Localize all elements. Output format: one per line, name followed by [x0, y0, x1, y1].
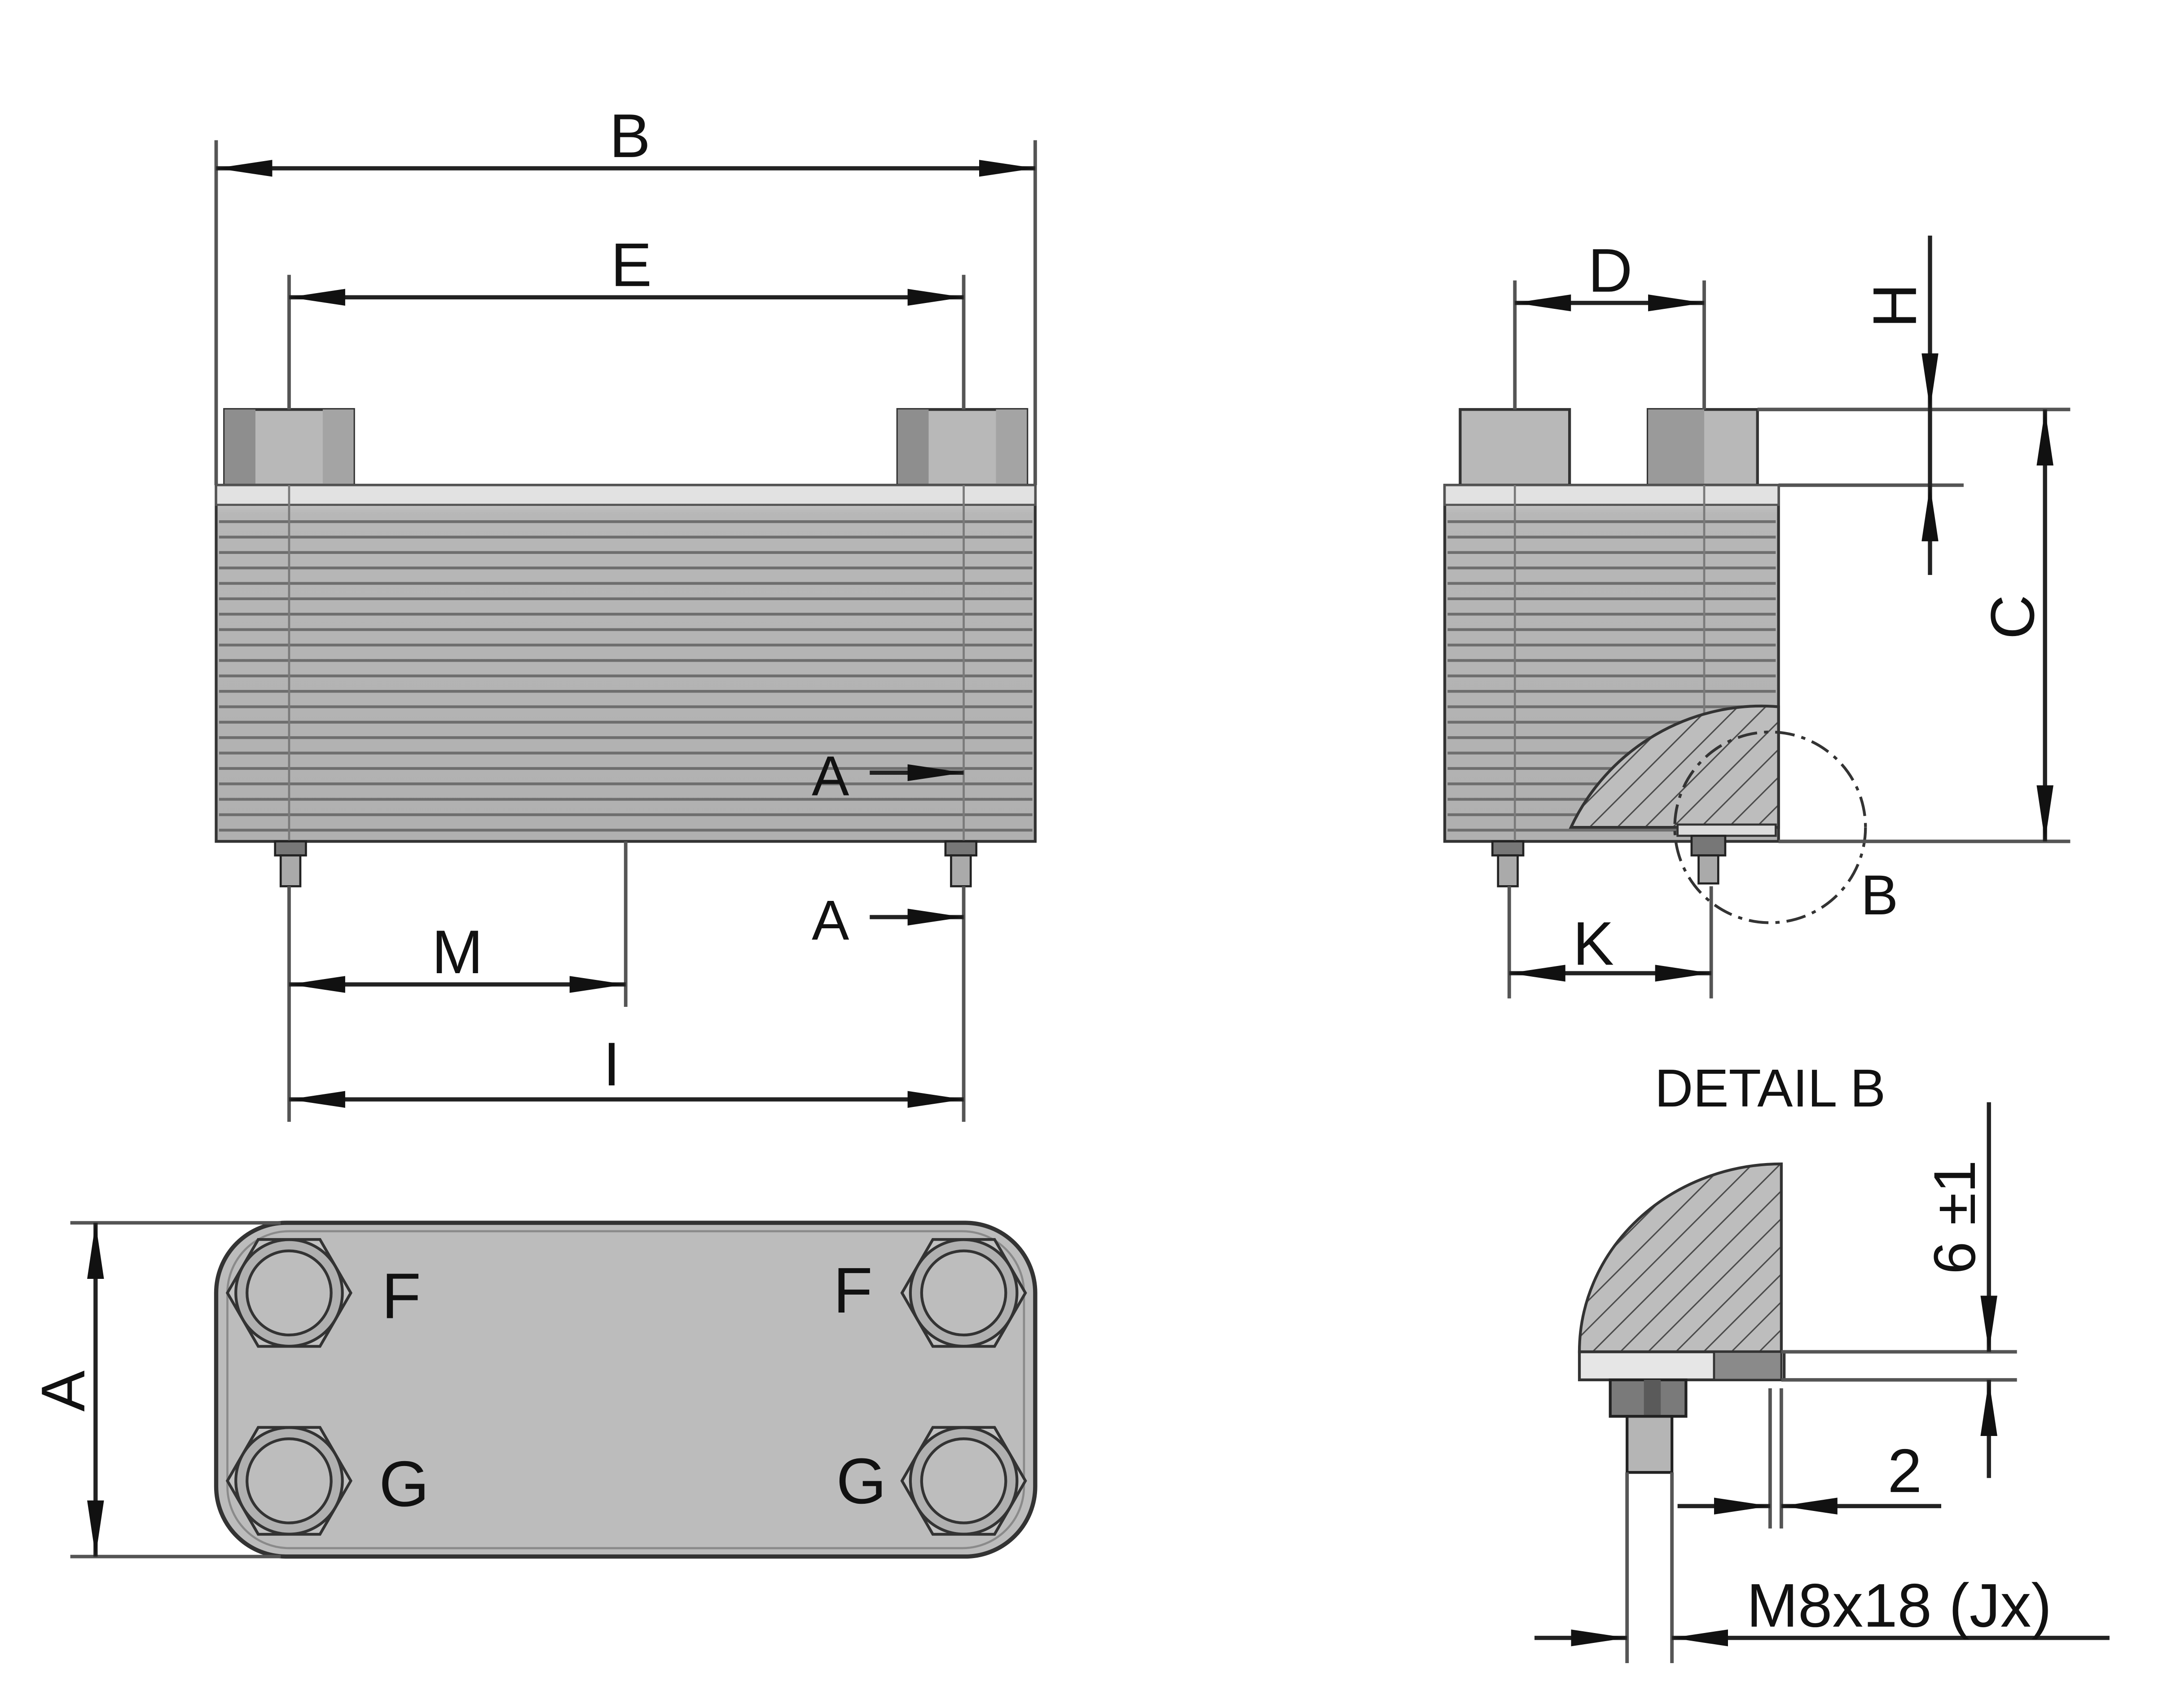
dimension-c-label: C [1978, 595, 2047, 639]
port-nut-g-left [225, 1426, 353, 1536]
side-view: B D H C K [1443, 235, 2071, 999]
dimension-m-label: M [432, 918, 483, 987]
side-stud-left [1491, 840, 1525, 887]
heat-exchanger-body [215, 483, 1037, 843]
side-stud-right [1690, 834, 1727, 885]
side-port-left [1459, 408, 1571, 487]
front-view: B E A A M I [214, 102, 1037, 1122]
port-nut-g-right [900, 1426, 1027, 1536]
detail-bolt-shank [1626, 1415, 1674, 1474]
detail-section-cut [1578, 1162, 1783, 1353]
dimension-d-label: D [1588, 237, 1632, 305]
section-cut [1569, 704, 1780, 829]
port-g-right-label: G [836, 1445, 887, 1517]
leader-a-upper-label: A [812, 745, 849, 807]
port-g-left-label: G [379, 1448, 429, 1520]
front-plate-lines [219, 520, 1033, 832]
port-f-right-label: F [833, 1255, 873, 1326]
dimension-gap-label: 2 [1888, 1437, 1922, 1506]
stud-left [274, 840, 307, 887]
dimension-h-label: H [1861, 283, 1930, 328]
dimension-bolt-label: M8x18 (Jx) [1746, 1572, 2052, 1640]
detail-b: DETAIL B 6 ±1 2 M8x18 (Jx) [1534, 1059, 2110, 1664]
dimension-tolerance-label: 6 ±1 [1921, 1160, 1987, 1274]
detail-b-title: DETAIL B [1655, 1059, 1886, 1118]
dimension-b-label: B [609, 102, 651, 171]
detail-b-marker-circle [1673, 730, 1867, 924]
port-f-left-label: F [382, 1260, 421, 1332]
dimension-a-label: A [29, 1370, 98, 1412]
top-plate [214, 1221, 1038, 1559]
dimension-i-label: I [603, 1030, 620, 1099]
detail-b-marker-label: B [1861, 864, 1898, 926]
stud-right [944, 840, 978, 887]
port-nut-f-left [225, 1238, 353, 1348]
top-view: F F G G A [29, 1221, 1038, 1559]
dimension-e-label: E [611, 231, 652, 299]
port-nut-f-right [900, 1238, 1027, 1348]
dimension-k-label: K [1573, 909, 1614, 978]
leader-a-lower-label: A [812, 889, 849, 952]
